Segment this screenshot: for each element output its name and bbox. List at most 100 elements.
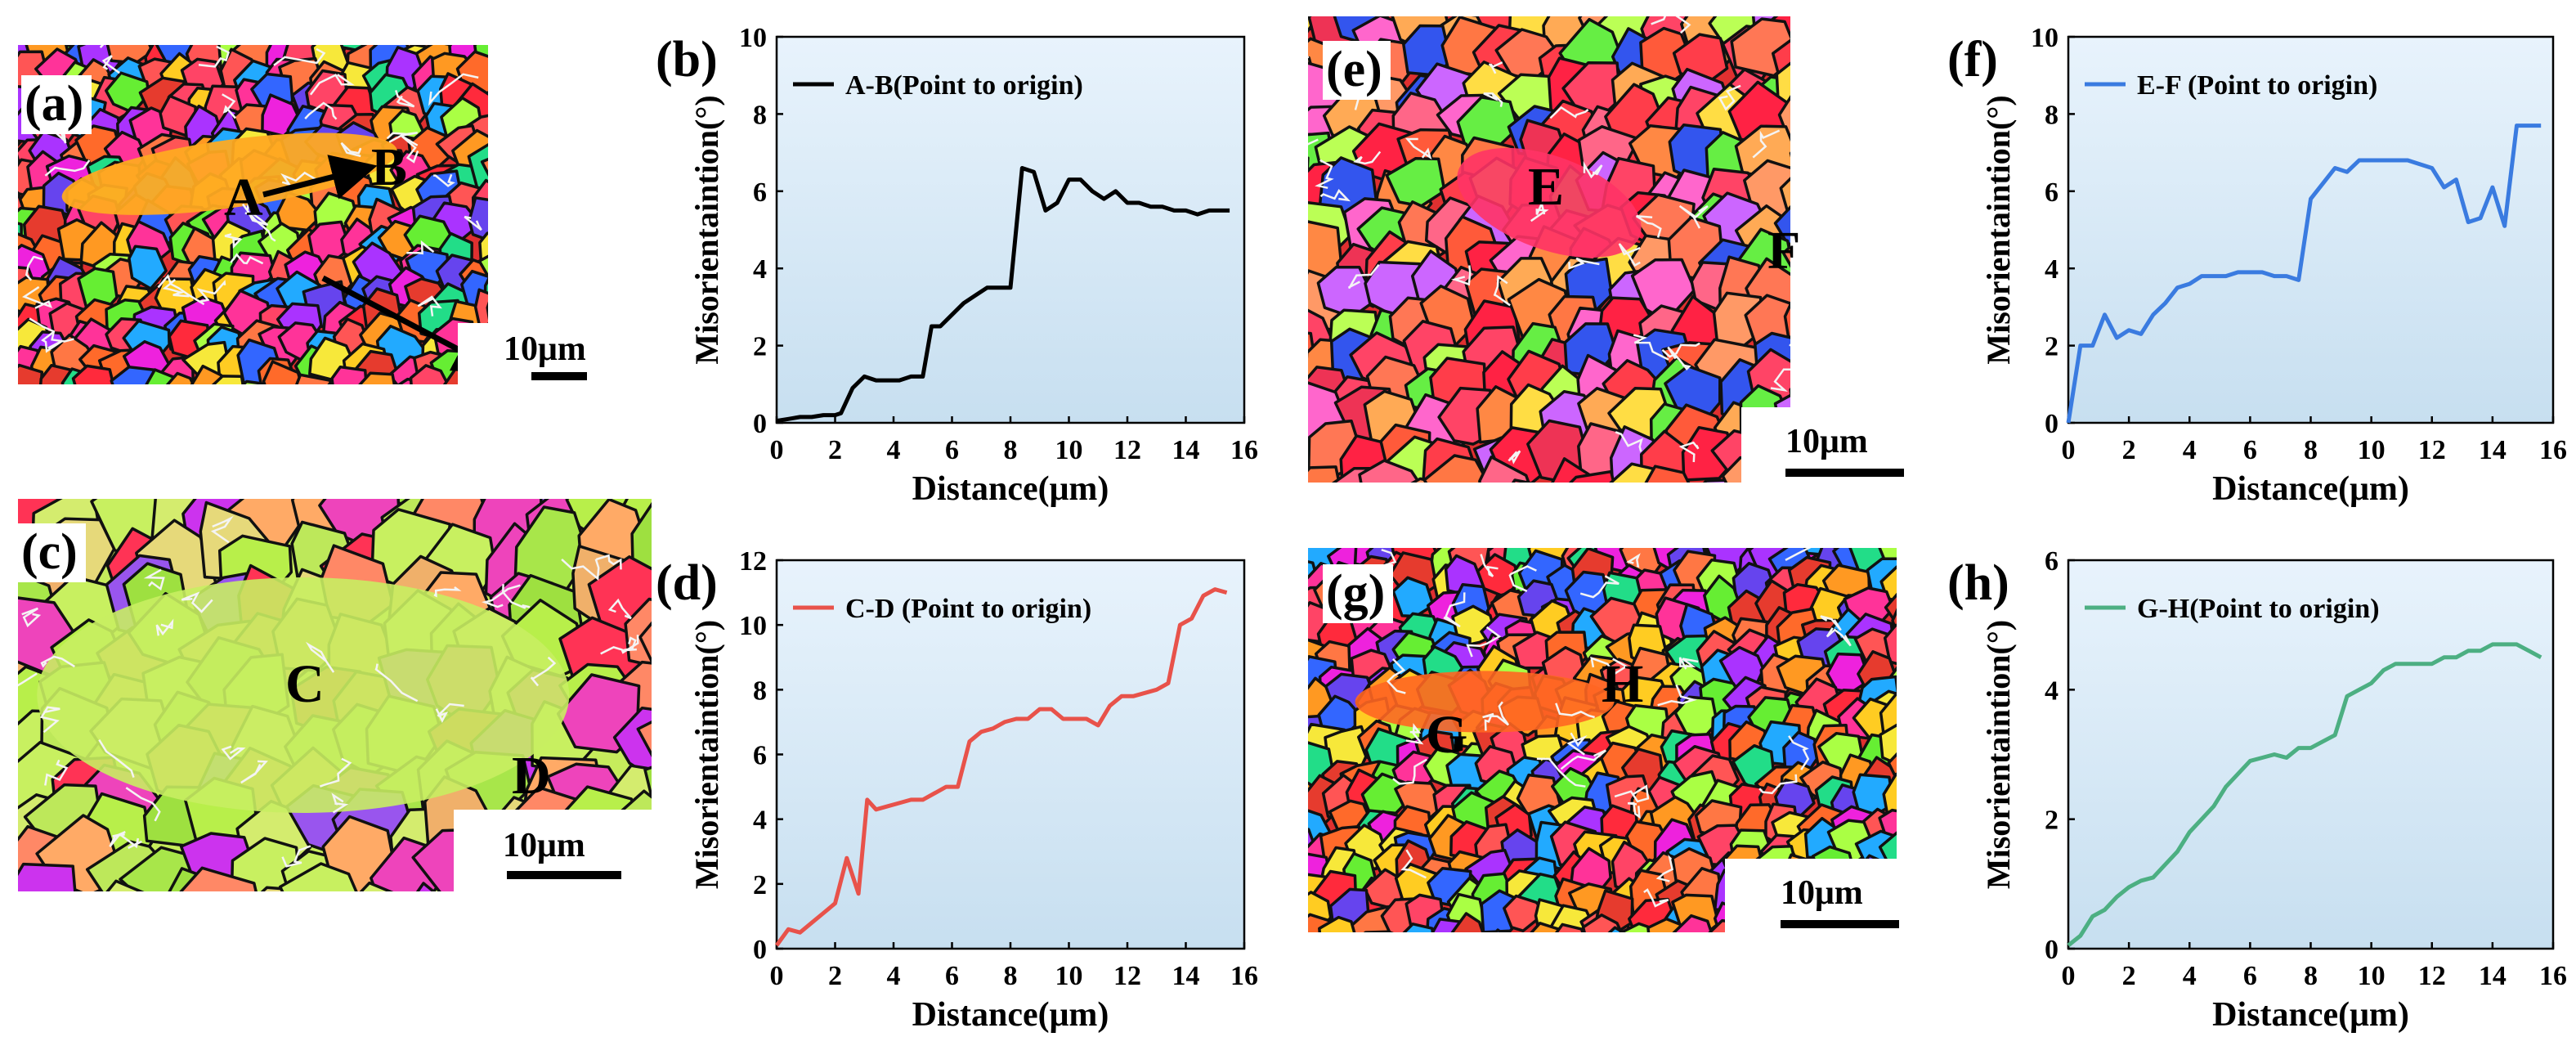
- chart-f-xtick-label-6: 12: [2418, 435, 2446, 465]
- scalebar-g-bar: [1781, 920, 1899, 928]
- chart-d-ytick-label-5: 10: [739, 611, 767, 641]
- chart-b-legend-label: A-B(Point to origin): [845, 70, 1083, 101]
- ebsd-map-g: [1308, 548, 1897, 932]
- chart-f-series-line: [2066, 123, 2542, 424]
- chart-h-panel-label: (h): [1947, 555, 2009, 611]
- chart-d-xtick-label-1: 2: [828, 961, 842, 991]
- scalebar-c: 10μm: [454, 810, 654, 891]
- chart-f-ytick-label-0: 0: [2045, 409, 2059, 439]
- chart-f-ytick-label-4: 8: [2045, 100, 2059, 130]
- chart-h: 0 2 4 6 8 10 12 14 16 0 2 4 6 Distance(μm) Misorientai…: [1946, 523, 2576, 1037]
- chart-f-xtick-label-1: 2: [2122, 435, 2136, 465]
- scalebar-a-bar: [531, 372, 587, 380]
- chart-d-xtick-label-3: 6: [945, 961, 959, 991]
- chart-b-ytick-label-1: 2: [753, 332, 767, 362]
- chart-f-panel-label: (f): [1947, 32, 1998, 88]
- chart-d-xtick-label-0: 0: [770, 961, 784, 991]
- chart-h-xtick-label-4: 8: [2304, 961, 2318, 991]
- chart-d-legend-label: C-D (Point to origin): [845, 594, 1091, 624]
- scalebar-a: 10μm: [458, 323, 597, 384]
- chart-f-xlabel: Distance(μm): [2212, 470, 2409, 508]
- chart-f-xtick-label-7: 14: [2479, 435, 2507, 465]
- chart-h-series-line: [2067, 642, 2542, 947]
- chart-d-xlabel: Distance(μm): [912, 996, 1109, 1034]
- chart-b: 0 2 4 6 8 10 12 14 16 0 2 4 6 8 10 Distance(μm) Misorien…: [654, 0, 1267, 511]
- chart-h-xtick-label-8: 16: [2539, 961, 2567, 991]
- chart-b-xtick-label-4: 8: [1004, 435, 1018, 465]
- chart-d-ytick-label-4: 8: [753, 676, 767, 706]
- chart-h-ytick-label-1: 2: [2045, 806, 2059, 836]
- chart-d-xtick-label-8: 16: [1230, 961, 1258, 991]
- ebsd-map-g-image: [1308, 548, 1897, 932]
- scalebar-c-bar: [507, 871, 621, 879]
- chart-h-xtick-label-7: 14: [2479, 961, 2507, 991]
- chart-h-ylabel: Misorientaintion(°): [1980, 620, 2017, 889]
- chart-b-xtick-label-2: 4: [887, 435, 901, 465]
- chart-d-xtick-label-7: 14: [1172, 961, 1200, 991]
- chart-b-svg: 0 2 4 6 8 10 12 14 16 0 2 4 6 8 10 Distance(μm) Misorien…: [656, 23, 1258, 508]
- chart-h-ytick-label-0: 0: [2045, 935, 2059, 965]
- chart-h-ytick-label-2: 4: [2045, 676, 2059, 706]
- chart-d-series-line: [774, 587, 1228, 947]
- chart-h-xtick-label-0: 0: [2062, 961, 2076, 991]
- chart-h-ytick-label-3: 6: [2045, 546, 2059, 577]
- chart-f-legend-label: E-F (Point to origin): [2137, 70, 2377, 101]
- chart-f-ytick-label-2: 4: [2045, 254, 2059, 285]
- chart-f-ytick-label-3: 6: [2045, 177, 2059, 208]
- chart-d-ytick-label-2: 4: [753, 806, 767, 836]
- point-label-e-start: E: [1528, 157, 1565, 217]
- chart-d-xtick-label-2: 4: [887, 961, 901, 991]
- chart-f-ylabel: Misorientaintion(°): [1980, 95, 2017, 364]
- chart-h-xtick-label-1: 2: [2122, 961, 2136, 991]
- chart-f-xtick-label-5: 10: [2358, 435, 2386, 465]
- point-label-a-end: B: [371, 137, 408, 197]
- chart-b-ytick-label-4: 8: [753, 100, 767, 130]
- chart-d-svg: 0 2 4 6 8 10 12 14 16024681012Distance(μm)Misori…: [656, 546, 1258, 1034]
- point-label-g-end: H: [1602, 654, 1644, 714]
- point-label-c-end: D: [512, 746, 551, 806]
- chart-h-xtick-label-2: 4: [2183, 961, 2197, 991]
- panel-label-a: (a): [21, 75, 92, 134]
- chart-d-ytick-label-0: 0: [753, 935, 767, 965]
- point-label-a-start: A: [224, 168, 263, 227]
- chart-d-ylabel: Misorientaintion(°): [688, 620, 725, 889]
- chart-b-xtick-label-6: 12: [1113, 435, 1141, 465]
- scalebar-a-text: 10μm: [504, 330, 586, 368]
- chart-f-svg: 0 2 4 6 8 10 12 14 16 0 2 4 6 8 10 Distance(μm) Misorien…: [1947, 23, 2567, 508]
- chart-b-xtick-label-3: 6: [945, 435, 959, 465]
- chart-d-ytick-label-3: 6: [753, 741, 767, 771]
- chart-b-xtick-label-1: 2: [828, 435, 842, 465]
- chart-b-xlabel: Distance(μm): [912, 470, 1109, 508]
- chart-h-xtick-label-6: 12: [2418, 961, 2446, 991]
- point-label-e-end: F: [1767, 221, 1801, 281]
- scalebar-g-text: 10μm: [1781, 874, 1863, 912]
- chart-d-panel-label: (d): [656, 555, 718, 611]
- chart-f: 0 2 4 6 8 10 12 14 16 0 2 4 6 8 10 Distance(μm) Misorien…: [1946, 0, 2576, 511]
- chart-b-panel-label: (b): [656, 32, 718, 88]
- chart-d-xtick-label-4: 8: [1004, 961, 1018, 991]
- chart-f-xtick-label-8: 16: [2539, 435, 2567, 465]
- scalebar-e-text: 10μm: [1785, 423, 1868, 460]
- chart-d-ytick-label-6: 12: [739, 546, 767, 577]
- chart-b-plot-area: [775, 35, 1246, 424]
- chart-b-ytick-label-0: 0: [753, 409, 767, 439]
- scalebar-e: 10μm: [1741, 407, 1917, 489]
- point-label-g-start: G: [1426, 705, 1468, 765]
- chart-h-legend-label: G-H(Point to origin): [2137, 594, 2380, 624]
- chart-h-xtick-label-5: 10: [2358, 961, 2386, 991]
- chart-b-ytick-label-5: 10: [739, 23, 767, 53]
- scalebar-e-bar: [1785, 469, 1904, 477]
- chart-b-xtick-label-5: 10: [1055, 435, 1083, 465]
- chart-d: 0 2 4 6 8 10 12 14 16 0 2 4 6 8 10 12 Distance(μm) Misori…: [654, 523, 1267, 1037]
- chart-f-xtick-label-4: 8: [2304, 435, 2318, 465]
- chart-b-xtick-label-0: 0: [770, 435, 784, 465]
- chart-d-xtick-label-5: 10: [1055, 961, 1083, 991]
- chart-h-plot-area: [2067, 559, 2555, 950]
- chart-f-ytick-label-5: 10: [2031, 23, 2059, 53]
- point-label-c-start: C: [285, 654, 325, 714]
- chart-f-xtick-label-2: 4: [2183, 435, 2197, 465]
- chart-b-ytick-label-2: 4: [753, 254, 767, 285]
- chart-d-xtick-label-6: 12: [1113, 961, 1141, 991]
- panel-label-g: (g): [1323, 564, 1394, 623]
- panel-label-e: (e): [1323, 41, 1391, 100]
